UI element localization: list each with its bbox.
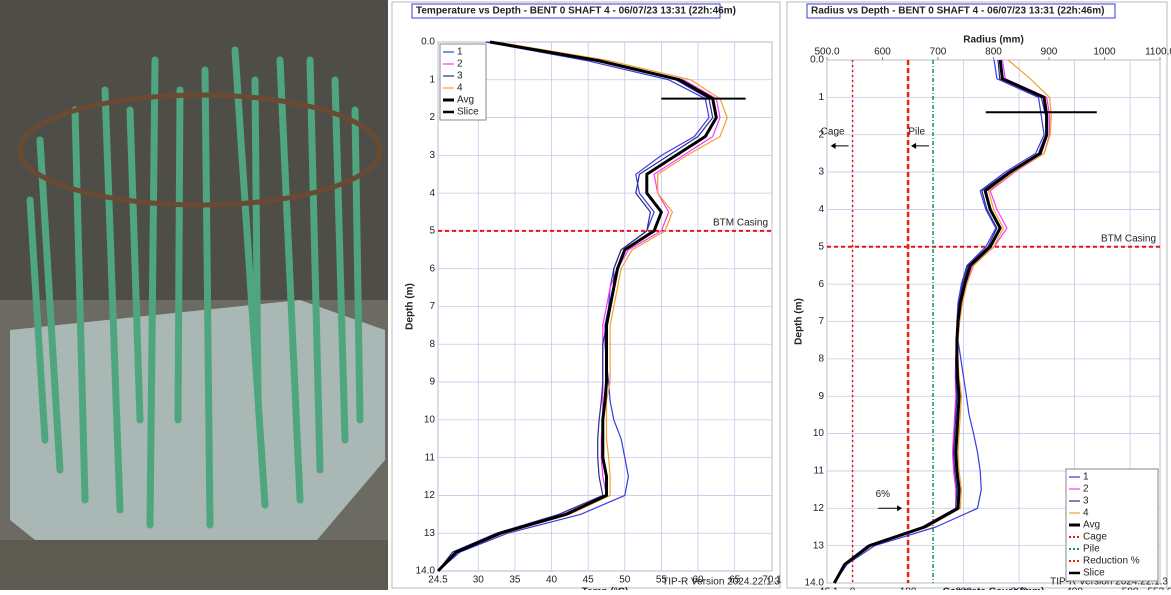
legend-label: Reduction %	[1083, 556, 1140, 567]
title-box	[806, 3, 1116, 19]
soil	[0, 0, 388, 300]
y-tick-label: 8	[429, 339, 435, 350]
mud	[0, 540, 388, 590]
marker-arrow-head	[911, 142, 917, 149]
x-tick-label: 65	[729, 575, 741, 586]
x2-tick-label: 1000	[1093, 47, 1116, 58]
y-tick-label: 9	[818, 391, 824, 402]
marker-label: Pile	[908, 127, 925, 138]
series-line	[437, 41, 721, 572]
y-axis-label: Depth (m)	[405, 283, 416, 330]
y-tick-label: 5	[429, 226, 435, 237]
y-tick-label: 11	[814, 466, 825, 477]
y-tick-label: 6	[429, 263, 435, 274]
marker-arrow-head	[897, 505, 903, 512]
legend-box	[439, 43, 487, 121]
y-tick-label: 12	[424, 490, 436, 501]
x-tick-label: 55	[656, 575, 668, 586]
y-axis-label: Depth (m)	[794, 298, 805, 345]
legend-label: 4	[1083, 508, 1089, 519]
x2-tick-label: 500.0	[814, 47, 839, 58]
y-tick-label: 11	[425, 452, 436, 463]
legend-label: Slice	[1083, 568, 1105, 579]
charts: Temperature vs Depth - BENT 0 SHAFT 4 - …	[391, 1, 1171, 595]
version: TIP-R Version 2024.22.1.3	[662, 577, 780, 588]
water	[10, 300, 385, 560]
chart-title: Temperature vs Depth - BENT 0 SHAFT 4 - …	[416, 6, 736, 17]
x-axis-label: Temp (°C)	[582, 587, 629, 590]
y-tick-label: 2	[429, 112, 435, 123]
legend-label: 1	[457, 47, 463, 58]
y-tick-label: 12	[813, 503, 825, 514]
marker-label: 6%	[876, 489, 891, 500]
y-tick-label: 4	[818, 204, 824, 215]
y-tick-label: 3	[818, 167, 824, 178]
x-tick-label: 30	[473, 575, 485, 586]
x2-tick-label: 600	[874, 47, 891, 58]
legend-label: 2	[457, 59, 463, 70]
series-line	[436, 40, 718, 573]
y-tick-label: 8	[818, 353, 824, 364]
x-tick-label: 40	[546, 575, 558, 586]
x2-axis-label: Radius (mm)	[963, 35, 1024, 46]
y-tick-label: 13	[813, 540, 825, 551]
y-tick-label: 7	[429, 301, 435, 312]
y-tick-label: 10	[813, 428, 825, 439]
y-tick-label: 0.0	[810, 55, 824, 66]
series-line	[437, 41, 728, 572]
y-tick-label: 5	[818, 241, 824, 252]
x-tick-label: 0	[850, 587, 856, 590]
y-tick-label: 14.0	[416, 566, 436, 577]
annotation-text: BTM Casing	[713, 218, 768, 229]
marker-arrow-head	[830, 142, 836, 149]
marker-label: Cage	[821, 127, 845, 138]
y-tick-label: 7	[818, 316, 824, 327]
legend-label: 3	[457, 71, 463, 82]
y-tick-label: 1	[818, 92, 824, 103]
x-tick-label: 50	[619, 575, 631, 586]
x-tick-label: 45	[583, 575, 595, 586]
x-tick-label: 60	[692, 575, 704, 586]
y-tick-label: 14.0	[805, 578, 825, 589]
y-tick-label: 10	[424, 414, 436, 425]
site-photo	[0, 0, 388, 590]
version: TIP-R Version 2024.22.1.3	[1050, 577, 1168, 588]
legend-label: Slice	[457, 107, 479, 118]
legend-label: Avg	[457, 95, 474, 106]
x2-tick-label: 700	[930, 47, 947, 58]
y-tick-label: 9	[429, 377, 435, 388]
legend-label: Avg	[1083, 520, 1100, 531]
y-tick-label: 2	[818, 129, 824, 140]
x-axis-label: Concrete Cover (mm)	[943, 587, 1045, 590]
legend-label: 3	[1083, 496, 1089, 507]
y-tick-label: 0.0	[421, 37, 435, 48]
rebar	[26, 46, 364, 529]
y-tick-label: 6	[818, 279, 824, 290]
x2-tick-label: 900	[1041, 47, 1058, 58]
legend-box	[1065, 468, 1159, 582]
series-line	[832, 59, 1049, 584]
title-box	[411, 3, 721, 19]
chart-title: Radius vs Depth - BENT 0 SHAFT 4 - 06/07…	[811, 6, 1104, 17]
y-tick-label: 4	[429, 188, 435, 199]
x-tick-label: 100	[900, 587, 917, 590]
legend-label: 2	[1083, 484, 1089, 495]
legend-label: Pile	[1083, 544, 1100, 555]
x-tick-label: -46.1	[816, 587, 839, 590]
legend-label: Cage	[1083, 532, 1107, 543]
legend-label: 1	[1083, 472, 1089, 483]
rebar-ring	[17, 92, 383, 208]
annotation-text: BTM Casing	[1101, 233, 1156, 244]
x2-tick-label: 1100.0	[1145, 47, 1171, 58]
y-tick-label: 3	[429, 150, 435, 161]
legend-label: 4	[457, 83, 463, 94]
x-tick-label: 35	[509, 575, 521, 586]
y-tick-label: 13	[424, 528, 436, 539]
y-tick-label: 1	[429, 74, 435, 85]
x-tick-label: 24.5	[428, 575, 448, 586]
x-tick-label: 70.1	[762, 575, 782, 586]
series-line	[833, 59, 1052, 584]
x2-tick-label: 800	[985, 47, 1002, 58]
